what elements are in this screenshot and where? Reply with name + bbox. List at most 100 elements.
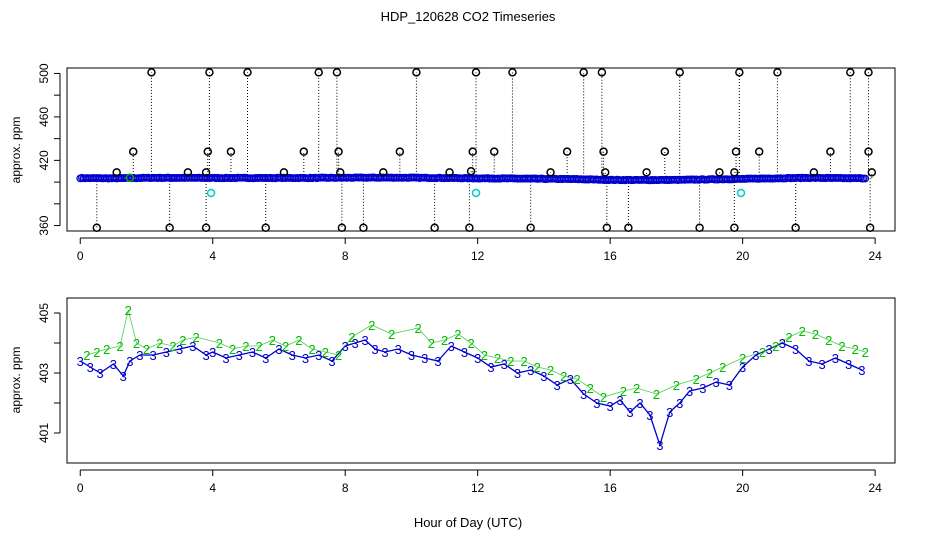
cyan-point bbox=[736, 188, 746, 198]
series-2-point: 2 bbox=[282, 339, 289, 354]
series-2-point: 2 bbox=[653, 387, 660, 402]
outlier-mid-point bbox=[279, 168, 289, 177]
series-3-point: 3 bbox=[381, 345, 388, 360]
series-2-point: 2 bbox=[494, 351, 501, 366]
outlier-mid-point bbox=[379, 168, 388, 177]
series-3-point: 3 bbox=[120, 369, 127, 384]
outlier-low-point bbox=[624, 223, 633, 232]
series-3-point: 3 bbox=[110, 357, 117, 372]
top-x-axis: 0 4 8 12 16 20 24 bbox=[77, 237, 882, 263]
outlier-mid-point bbox=[201, 168, 211, 177]
series-2-point: 2 bbox=[600, 390, 607, 405]
series-3-point: 3 bbox=[448, 339, 455, 354]
x-tick-label: 16 bbox=[603, 481, 617, 495]
series-3-point: 3 bbox=[361, 333, 368, 348]
series-3-point: 3 bbox=[845, 357, 852, 372]
series-2-point: 2 bbox=[368, 318, 375, 333]
bottom-y-axis: 401 403 405 bbox=[37, 303, 61, 443]
outlier-low-point bbox=[730, 223, 739, 232]
outlier-high-point bbox=[412, 68, 421, 77]
series-3-point: 3 bbox=[607, 399, 614, 414]
series-3-point: 3 bbox=[805, 354, 812, 369]
series-3-point: 3 bbox=[567, 372, 574, 387]
series-2-point: 2 bbox=[825, 333, 832, 348]
series-3-point: 3 bbox=[626, 405, 633, 420]
series-3-point: 3 bbox=[395, 342, 402, 357]
series-2-point: 2 bbox=[169, 339, 176, 354]
series-2-point: 2 bbox=[481, 348, 488, 363]
series-3-point: 3 bbox=[593, 396, 600, 411]
series-2-point: 2 bbox=[454, 327, 461, 342]
series-2-point: 2 bbox=[269, 333, 276, 348]
series-3-point: 3 bbox=[766, 342, 773, 357]
series-3-point: 3 bbox=[249, 345, 256, 360]
series-3-point: 3 bbox=[408, 348, 415, 363]
y-tick-label: 403 bbox=[37, 363, 51, 383]
series-2-point: 2 bbox=[242, 339, 249, 354]
series-2-point: 2 bbox=[772, 339, 779, 354]
series-3-point: 3 bbox=[136, 348, 143, 363]
outlier-mid-point bbox=[826, 147, 835, 156]
outlier-mid-point bbox=[599, 147, 608, 156]
outlier-low-point bbox=[865, 223, 875, 232]
x-tick-label: 12 bbox=[471, 249, 485, 263]
outlier-mid-point bbox=[445, 168, 454, 177]
series-2-point: 2 bbox=[103, 342, 110, 357]
outlier-low-point bbox=[430, 223, 439, 232]
series-2-point: 2 bbox=[322, 345, 329, 360]
baseline-point bbox=[861, 174, 870, 183]
series-2-point: 2 bbox=[785, 330, 792, 345]
outlier-mid-point bbox=[395, 147, 405, 156]
x-tick-label: 0 bbox=[77, 481, 84, 495]
bottom-y-axis-label: approx. ppm bbox=[9, 347, 23, 414]
series-3-point: 3 bbox=[858, 363, 865, 378]
outlier-low-point bbox=[261, 223, 270, 232]
series-3-point: 3 bbox=[275, 342, 282, 357]
outlier-mid-point bbox=[468, 147, 477, 156]
top-y-axis: 360 420 460 500 bbox=[37, 63, 61, 236]
outlier-mid-point bbox=[730, 168, 739, 177]
outlier-low-point bbox=[359, 223, 368, 232]
series-3-point: 3 bbox=[656, 438, 663, 453]
series-2-point: 2 bbox=[348, 330, 355, 345]
series-2-point: 2 bbox=[719, 360, 726, 375]
x-tick-label: 20 bbox=[736, 481, 750, 495]
series-3-point: 3 bbox=[176, 342, 183, 357]
series-3-point: 3 bbox=[236, 348, 243, 363]
series-3-point: 3 bbox=[126, 354, 133, 369]
series-2-point: 2 bbox=[125, 303, 132, 318]
series-3-point: 3 bbox=[434, 354, 441, 369]
outlier-low-point bbox=[602, 223, 612, 232]
y-tick-label: 360 bbox=[37, 215, 51, 235]
series-2-point: 2 bbox=[133, 336, 140, 351]
series-3-point: 3 bbox=[527, 363, 534, 378]
outlier-high-point bbox=[597, 68, 607, 77]
series-3-point: 3 bbox=[792, 342, 799, 357]
outlier-mid-point bbox=[809, 168, 819, 177]
series-2-point: 2 bbox=[193, 330, 200, 345]
series-3-point: 3 bbox=[636, 396, 643, 411]
series-3-point: 3 bbox=[371, 342, 378, 357]
outlier-mid-point bbox=[546, 168, 555, 177]
outlier-mid-point bbox=[226, 147, 236, 156]
bottom-x-axis: 0 4 8 12 16 20 24 bbox=[77, 469, 882, 495]
outlier-mid-point bbox=[867, 168, 877, 177]
series-2-point: 2 bbox=[295, 333, 302, 348]
y-tick-label: 460 bbox=[37, 107, 51, 127]
series-3-point: 3 bbox=[699, 381, 706, 396]
series-2-point: 2 bbox=[812, 327, 819, 342]
series-3-point: 3 bbox=[421, 351, 428, 366]
series-3-point: 3 bbox=[580, 387, 587, 402]
cyan-point bbox=[206, 188, 216, 198]
outlier-mid-point bbox=[600, 168, 610, 177]
series-3-point: 3 bbox=[352, 336, 359, 351]
y-tick-label: 401 bbox=[37, 423, 51, 443]
series-2-point: 2 bbox=[560, 369, 567, 384]
x-tick-label: 20 bbox=[736, 249, 750, 263]
series-2-point: 2 bbox=[143, 342, 150, 357]
series-3-point: 3 bbox=[540, 369, 547, 384]
series-2-point: 2 bbox=[620, 384, 627, 399]
series-2-point: 2 bbox=[441, 333, 448, 348]
